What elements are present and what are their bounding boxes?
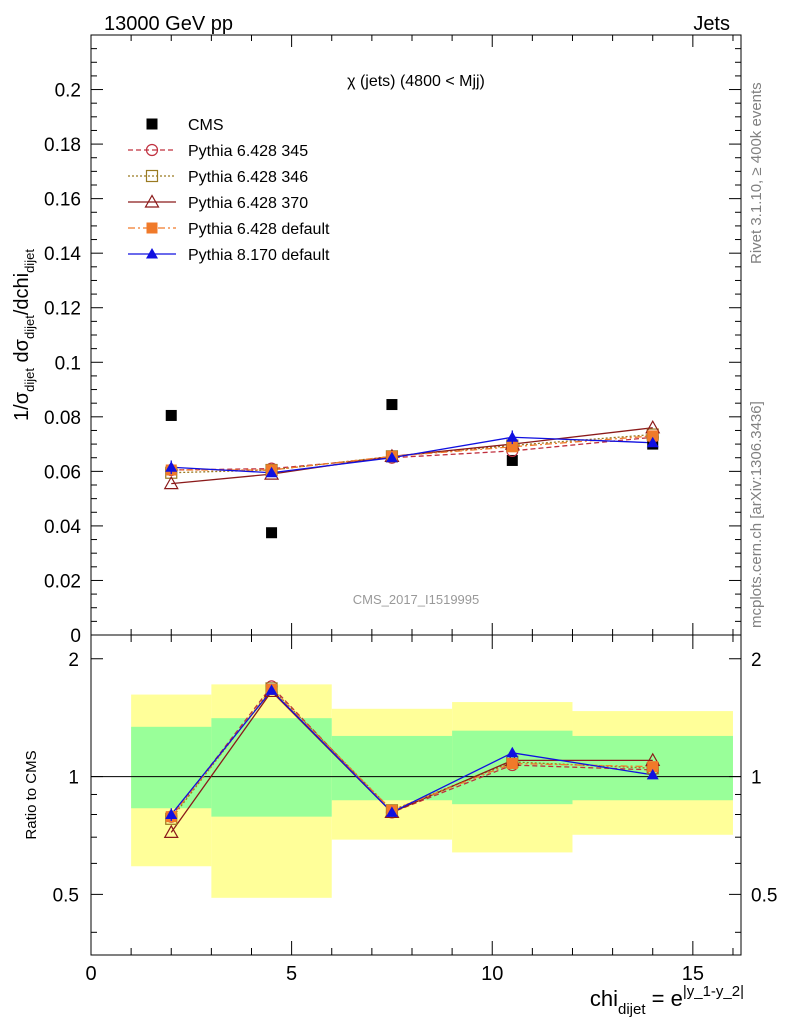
ratio-ytick-label-right: 0.5 — [751, 885, 777, 906]
ratio-point — [163, 824, 179, 839]
legend-marker — [144, 194, 160, 208]
main-ytick-label: 0.02 — [44, 571, 81, 592]
header-right: Jets — [693, 13, 730, 35]
legend-label: Pythia 8.170 default — [188, 247, 330, 264]
ratio-point — [506, 757, 518, 769]
main-ytick-label: 0.1 — [55, 353, 81, 374]
main-ticks: 0 0.02 0.04 0.06 0.08 0.1 0.12 0.14 0.16 0.18 0.2 — [44, 34, 741, 647]
ratio-ytick-label: 1 — [68, 768, 79, 789]
main-point — [163, 475, 179, 490]
main-ytick-label: 0.18 — [44, 135, 81, 156]
legend-marker — [146, 118, 158, 130]
main-ytick-label: 0 — [70, 626, 81, 647]
main-series-line — [171, 435, 653, 471]
legend: CMS Pythia 6.428 345 Pythia 6.428 346 Pythi… — [128, 117, 330, 264]
legend-label: Pythia 6.428 default — [188, 221, 330, 238]
main-point — [506, 441, 518, 453]
rivet-label: Rivet 3.1.10, ≥ 400k events — [748, 82, 765, 264]
main-ytick-label: 0.06 — [44, 462, 81, 483]
main-series — [163, 399, 661, 539]
main-point — [266, 527, 278, 539]
main-point — [506, 431, 519, 442]
xlabel: chidijet = e|y_1-y_2| — [590, 983, 744, 1018]
main-ytick-label: 0.04 — [44, 517, 81, 538]
legend-label: Pythia 6.428 345 — [188, 143, 308, 160]
ratio-point — [165, 808, 178, 819]
main-point — [386, 399, 398, 411]
xtick-label: 5 — [286, 963, 297, 985]
legend-marker — [146, 248, 158, 259]
ratio-point — [265, 684, 278, 695]
main-point — [165, 409, 177, 421]
main-point — [385, 451, 398, 463]
main-ylabel-text: 1/σdijet dσdijet/dchidijet — [11, 249, 37, 421]
main-point — [647, 430, 659, 442]
main-point — [265, 466, 278, 478]
main-point — [506, 454, 518, 466]
ratio-band-inner — [131, 726, 212, 809]
legend-marker — [145, 169, 159, 183]
legend-marker — [146, 222, 158, 234]
ratio-ytick-label: 0.5 — [53, 885, 79, 906]
main-ytick-label: 0.16 — [44, 190, 81, 211]
legend-label: Pythia 6.428 370 — [188, 195, 308, 212]
header-left: 13000 GeV pp — [104, 13, 233, 35]
ratio-ytick-label-right: 1 — [751, 768, 762, 789]
legend-label: CMS — [188, 117, 224, 134]
watermark: CMS_2017_I1519995 — [353, 592, 480, 607]
ratio-point — [647, 761, 659, 773]
ratio-ytick-label: 2 — [68, 650, 79, 671]
ratio-ticks: 0.5 0.5 1 1 2 2 0 5 10 15 — [53, 635, 777, 985]
ratio-frame — [90, 634, 742, 956]
ratio-series — [163, 680, 661, 839]
ratio-ylabel: Ratio to CMS — [23, 750, 40, 839]
ratio-ytick-label-right: 2 — [751, 650, 762, 671]
main-ylabel: 1/σdijet dσdijet/dchidijet — [11, 249, 37, 421]
main-ytick-label: 0.08 — [44, 408, 81, 429]
ratio-point — [385, 806, 398, 817]
main-point — [165, 461, 178, 472]
main-point — [646, 436, 659, 448]
ratio-band-inner — [211, 718, 332, 817]
main-ytick-label: 0.14 — [44, 244, 81, 265]
ratio-point — [506, 746, 519, 758]
main-series-line — [171, 436, 653, 471]
ratio-band-inner — [331, 735, 453, 801]
xtick-label: 0 — [85, 963, 96, 985]
legend-label: Pythia 6.428 346 — [188, 169, 308, 186]
main-series-line — [171, 427, 653, 485]
xtick-label: 15 — [682, 963, 704, 985]
legend-marker — [145, 143, 159, 157]
ratio-bands — [91, 684, 741, 898]
mcplots-label: mcplots.cern.ch [arXiv:1306.3436] — [748, 401, 765, 628]
xtick-label: 10 — [481, 963, 503, 985]
main-ytick-label: 0.12 — [44, 299, 81, 320]
ratio-point — [646, 768, 659, 780]
main-ytick-label: 0.2 — [55, 81, 81, 102]
plot-title: χ (jets) (4800 < Mjj) — [347, 73, 485, 90]
